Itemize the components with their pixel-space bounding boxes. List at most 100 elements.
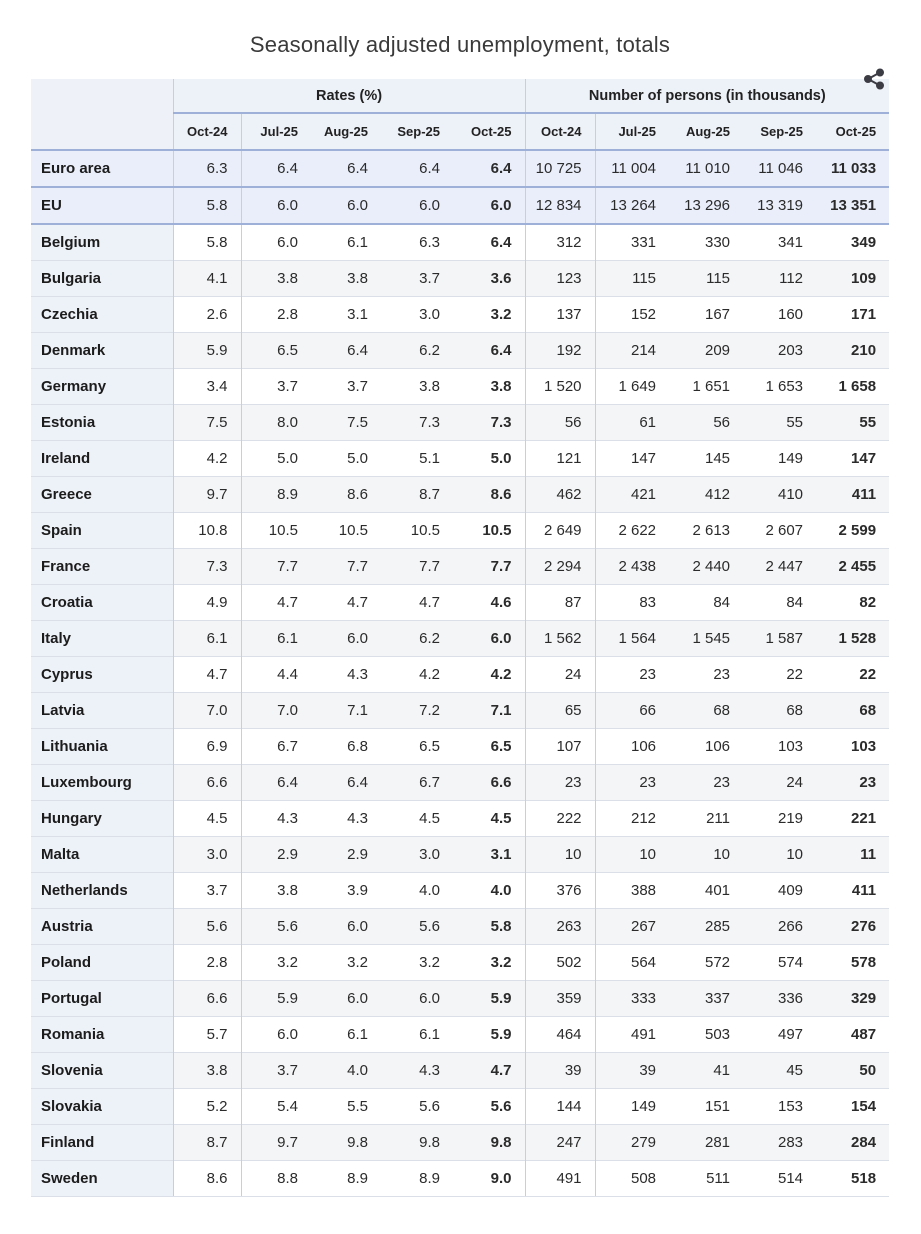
rate-cell: 2.8 [173,944,242,981]
rate-cell: 4.7 [311,584,381,621]
rate-cell: 5.9 [453,980,526,1017]
month-header: Oct-24 [525,113,596,151]
rate-cell: 6.0 [241,223,311,261]
persons-cell: 107 [525,728,596,765]
persons-cell: 409 [743,872,817,909]
rate-cell: 6.4 [311,149,381,187]
persons-cell: 508 [595,1160,670,1197]
persons-cell: 503 [669,1016,744,1053]
group-header-persons: Number of persons (in thousands) [525,79,890,114]
row-label: France [31,548,174,585]
country-row: Lithuania 6.9 6.7 6.8 6.5 6.5 107 106 106 103 103 [31,728,890,765]
country-row: Latvia 7.0 7.0 7.1 7.2 7.1 65 66 68 68 68 [31,692,890,729]
persons-cell: 203 [743,332,817,369]
rate-cell: 3.0 [173,836,242,873]
persons-cell: 464 [525,1016,596,1053]
rate-cell: 9.8 [453,1124,526,1161]
rate-cell: 4.0 [311,1052,381,1089]
country-row: Finland 8.7 9.7 9.8 9.8 9.8 247 279 281 283 284 [31,1124,890,1161]
persons-cell: 145 [669,440,744,477]
month-header: Oct-24 [173,113,242,151]
rate-cell: 3.4 [173,368,242,405]
rate-cell: 8.0 [241,404,311,441]
rate-cell: 3.8 [453,368,526,405]
row-label: EU [31,186,174,224]
persons-cell: 209 [669,332,744,369]
persons-cell: 2 607 [743,512,817,549]
persons-cell: 1 528 [816,620,890,657]
persons-cell: 24 [743,764,817,801]
persons-cell: 39 [595,1052,670,1089]
country-row: Belgium 5.8 6.0 6.1 6.3 6.4 312 331 330 341 349 [31,223,890,261]
row-label: Greece [31,476,174,513]
rate-cell: 3.8 [173,1052,242,1089]
rate-cell: 5.1 [381,440,453,477]
rate-cell: 8.9 [241,476,311,513]
table-header: Rates (%) Number of persons (in thousand… [31,79,890,151]
persons-cell: 137 [525,296,596,333]
persons-cell: 56 [669,404,744,441]
persons-cell: 284 [816,1124,890,1161]
country-row: Sweden 8.6 8.8 8.9 8.9 9.0 491 508 511 514 518 [31,1160,890,1197]
rate-cell: 3.8 [381,368,453,405]
persons-cell: 502 [525,944,596,981]
persons-cell: 11 004 [595,149,670,187]
rate-cell: 7.7 [453,548,526,585]
rate-cell: 4.6 [453,584,526,621]
persons-cell: 219 [743,800,817,837]
rate-cell: 4.2 [453,656,526,693]
rate-cell: 4.0 [453,872,526,909]
rate-cell: 4.2 [173,440,242,477]
persons-cell: 192 [525,332,596,369]
aggregate-row: Euro area 6.3 6.4 6.4 6.4 6.4 10 725 11 004 11 0… [31,149,890,187]
rate-cell: 3.7 [311,368,381,405]
rate-cell: 5.6 [381,1088,453,1125]
persons-cell: 329 [816,980,890,1017]
persons-cell: 154 [816,1088,890,1125]
persons-cell: 23 [525,764,596,801]
rate-cell: 5.2 [173,1088,242,1125]
country-row: Hungary 4.5 4.3 4.3 4.5 4.5 222 212 211 219 221 [31,800,890,837]
month-header: Oct-25 [816,113,890,151]
rate-cell: 10.5 [453,512,526,549]
persons-cell: 263 [525,908,596,945]
persons-cell: 153 [743,1088,817,1125]
month-header-row: Oct-24 Jul-25 Aug-25 Sep-25 Oct-25 Oct-2… [31,113,890,151]
persons-cell: 152 [595,296,670,333]
row-label: Netherlands [31,872,174,909]
rate-cell: 10.5 [311,512,381,549]
rate-cell: 5.9 [173,332,242,369]
persons-cell: 23 [816,764,890,801]
persons-cell: 281 [669,1124,744,1161]
persons-cell: 337 [669,980,744,1017]
persons-cell: 55 [816,404,890,441]
persons-cell: 1 653 [743,368,817,405]
rate-cell: 3.1 [453,836,526,873]
persons-cell: 491 [595,1016,670,1053]
rate-cell: 6.0 [311,980,381,1017]
rate-cell: 10.5 [241,512,311,549]
persons-cell: 1 658 [816,368,890,405]
country-row: Luxembourg 6.6 6.4 6.4 6.7 6.6 23 23 23 24 23 [31,764,890,801]
persons-cell: 572 [669,944,744,981]
rate-cell: 5.7 [173,1016,242,1053]
persons-cell: 109 [816,260,890,297]
rate-cell: 8.9 [311,1160,381,1197]
persons-cell: 514 [743,1160,817,1197]
persons-cell: 411 [816,872,890,909]
row-label: Croatia [31,584,174,621]
rate-cell: 6.8 [311,728,381,765]
row-label: Latvia [31,692,174,729]
persons-cell: 247 [525,1124,596,1161]
persons-cell: 518 [816,1160,890,1197]
rate-cell: 9.0 [453,1160,526,1197]
rate-cell: 6.4 [453,332,526,369]
persons-cell: 462 [525,476,596,513]
rate-cell: 4.3 [311,800,381,837]
persons-cell: 56 [525,404,596,441]
persons-cell: 103 [743,728,817,765]
rate-cell: 4.7 [173,656,242,693]
rate-cell: 7.5 [311,404,381,441]
share-button[interactable] [859,64,889,94]
persons-cell: 13 319 [743,186,817,224]
